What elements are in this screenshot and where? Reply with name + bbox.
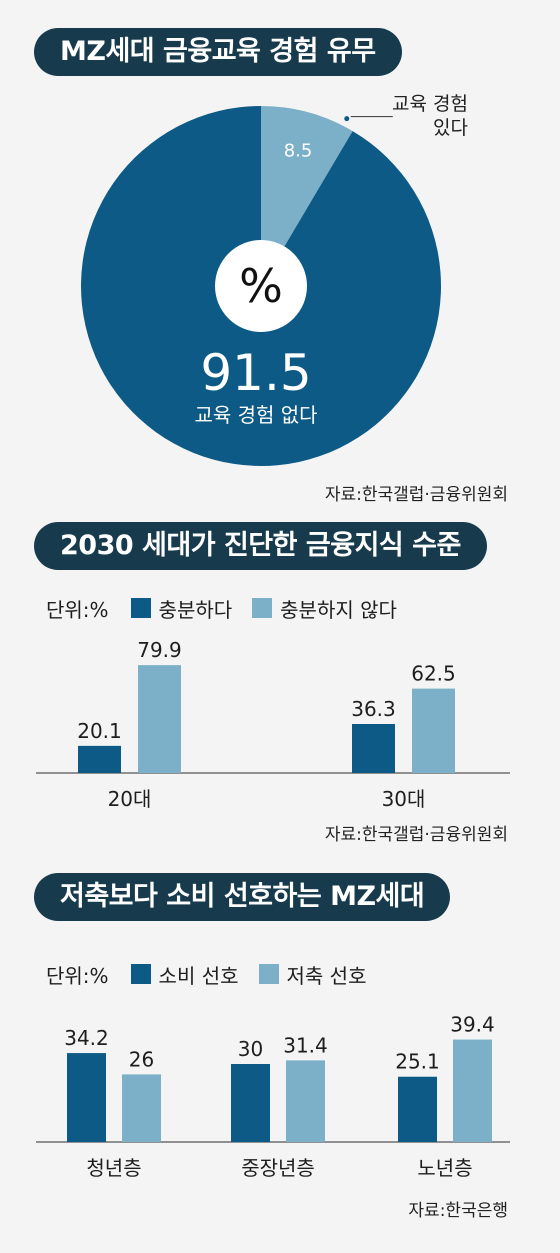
legend-swatch-dark — [130, 964, 151, 984]
category-label: 중장년층 — [241, 1156, 315, 1180]
legend-swatch-dark — [130, 598, 151, 618]
legend-item-insufficient: 충분하지 않다 — [252, 594, 397, 623]
legend-item-saving: 저축 선호 — [258, 960, 367, 989]
bar-value-label: 62.5 — [411, 662, 456, 686]
pie-chart-source: 자료:한국갤럽·금융위원회 — [324, 485, 508, 505]
bar-value-label: 39.4 — [450, 1013, 495, 1037]
bar-value-label: 30 — [238, 1037, 263, 1061]
pie-label-education-no: 교육 경험 없다 — [194, 403, 317, 427]
category-label: 청년층 — [86, 1156, 141, 1180]
bar-value-label: 79.9 — [137, 638, 182, 662]
knowledge-bar-chart: 20.1 79.9 20대 36.3 62.5 30대 — [36, 638, 510, 811]
legend-label-spending: 소비 선호 — [158, 963, 239, 988]
preference-bar-chart: 34.2 26 청년층 30 31.4 중장년층 25.1 39.4 노년층 — [36, 1013, 510, 1180]
pie-label-education-yes-line1: 교육 경험 — [392, 93, 468, 115]
legend-label-saving: 저축 선호 — [286, 963, 367, 988]
preference-chart-source: 자료:한국은행 — [408, 1201, 508, 1221]
bar-2-0 — [398, 1076, 437, 1142]
knowledge-chart-source: 자료:한국갤럽·금융위원회 — [324, 825, 508, 845]
bar-0-1 — [138, 665, 181, 773]
category-label: 노년층 — [417, 1156, 472, 1180]
legend-label-insufficient: 충분하지 않다 — [280, 597, 397, 622]
bar-0-1 — [122, 1074, 161, 1142]
pie-chart-title: MZ세대 금융교육 경험 유무 — [34, 28, 402, 76]
bar-value-label: 36.3 — [351, 697, 396, 721]
legend-label-sufficient: 충분하다 — [158, 597, 233, 622]
pie-value-education-no: 91.5 — [200, 344, 311, 402]
bar-value-label: 34.2 — [64, 1026, 109, 1050]
pie-center-circle — [215, 240, 307, 332]
bar-1-0 — [231, 1064, 270, 1142]
pie-slice-education-yes — [261, 106, 353, 286]
preference-chart-legend: 단위:% 소비 선호 저축 선호 — [46, 960, 386, 989]
preference-chart-title: 저축보다 소비 선호하는 MZ세대 — [34, 873, 451, 921]
bar-value-label: 20.1 — [77, 719, 122, 743]
pie-center-symbol: % — [239, 259, 283, 313]
bar-2-1 — [453, 1039, 492, 1142]
bar-value-label: 31.4 — [283, 1033, 328, 1057]
pie-leader-dot — [344, 116, 350, 122]
pie-label-education-yes-line2: 있다 — [433, 117, 468, 139]
bar-value-label: 25.1 — [395, 1050, 440, 1074]
bar-0-0 — [67, 1053, 106, 1142]
pie-value-education-yes: 8.5 — [284, 141, 313, 162]
bar-1-0 — [352, 723, 395, 773]
knowledge-chart-title: 2030 세대가 진단한 금융지식 수준 — [34, 522, 487, 570]
legend-swatch-light — [258, 964, 279, 984]
knowledge-chart-legend: 단위:% 충분하다 충분하지 않다 — [46, 594, 417, 623]
bar-0-0 — [78, 745, 121, 773]
bar-value-label: 26 — [129, 1047, 154, 1071]
legend-item-sufficient: 충분하다 — [130, 594, 233, 623]
bar-1-1 — [412, 688, 455, 773]
legend-item-spending: 소비 선호 — [130, 960, 239, 989]
bar-1-1 — [286, 1060, 325, 1142]
knowledge-chart-unit: 단위:% — [46, 597, 109, 622]
category-label: 20대 — [108, 787, 152, 811]
preference-chart-unit: 단위:% — [46, 963, 109, 988]
legend-swatch-light — [252, 598, 273, 618]
category-label: 30대 — [382, 787, 426, 811]
